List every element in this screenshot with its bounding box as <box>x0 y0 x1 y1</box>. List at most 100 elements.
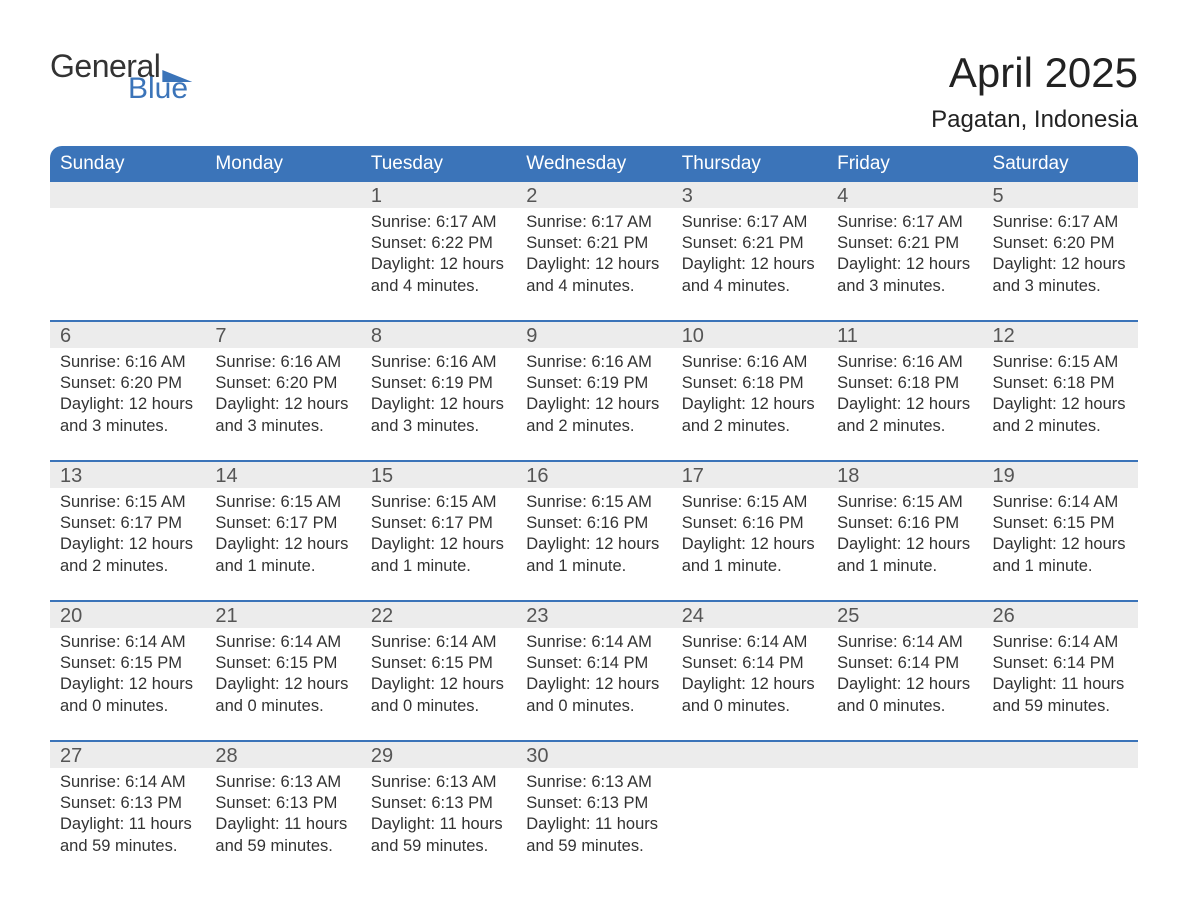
daynum-cell: 6 <box>50 322 205 348</box>
daylight-text: Daylight: 12 hours and 0 minutes. <box>371 674 506 716</box>
sunrise-text: Sunrise: 6:13 AM <box>371 772 506 793</box>
day-number: 21 <box>215 605 237 627</box>
day-cell: Sunrise: 6:16 AMSunset: 6:18 PMDaylight:… <box>672 348 827 460</box>
sunrise-text: Sunrise: 6:16 AM <box>682 352 817 373</box>
daylight-text: Daylight: 12 hours and 2 minutes. <box>682 394 817 436</box>
daynum-cell: 17 <box>672 462 827 488</box>
sunset-text: Sunset: 6:21 PM <box>682 233 817 254</box>
daylight-text: Daylight: 12 hours and 0 minutes. <box>60 674 195 716</box>
day-cell: Sunrise: 6:13 AMSunset: 6:13 PMDaylight:… <box>361 768 516 880</box>
day-header: Tuesday <box>361 146 516 182</box>
daynum-cell: 28 <box>205 742 360 768</box>
daynum-cell: 20 <box>50 602 205 628</box>
daynum-cell: 19 <box>983 462 1138 488</box>
sunrise-text: Sunrise: 6:15 AM <box>993 352 1128 373</box>
daylight-text: Daylight: 11 hours and 59 minutes. <box>993 674 1128 716</box>
daylight-text: Daylight: 12 hours and 2 minutes. <box>993 394 1128 436</box>
sunrise-text: Sunrise: 6:16 AM <box>837 352 972 373</box>
daylight-text: Daylight: 12 hours and 3 minutes. <box>371 394 506 436</box>
location-label: Pagatan, Indonesia <box>931 106 1138 134</box>
day-header: Monday <box>205 146 360 182</box>
day-cell: Sunrise: 6:15 AMSunset: 6:16 PMDaylight:… <box>516 488 671 600</box>
daylight-text: Daylight: 12 hours and 0 minutes. <box>682 674 817 716</box>
daylight-text: Daylight: 11 hours and 59 minutes. <box>526 814 661 856</box>
day-number: 27 <box>60 745 82 767</box>
daynum-cell: 5 <box>983 182 1138 208</box>
daylight-text: Daylight: 12 hours and 3 minutes. <box>215 394 350 436</box>
sunset-text: Sunset: 6:19 PM <box>526 373 661 394</box>
day-number: 7 <box>215 325 226 347</box>
sunset-text: Sunset: 6:20 PM <box>993 233 1128 254</box>
sunrise-text: Sunrise: 6:16 AM <box>60 352 195 373</box>
daynum-cell <box>672 742 827 768</box>
daylight-text: Daylight: 12 hours and 3 minutes. <box>60 394 195 436</box>
daylight-text: Daylight: 12 hours and 3 minutes. <box>837 254 972 296</box>
sunset-text: Sunset: 6:21 PM <box>526 233 661 254</box>
sunrise-text: Sunrise: 6:15 AM <box>526 492 661 513</box>
day-cell: Sunrise: 6:17 AMSunset: 6:22 PMDaylight:… <box>361 208 516 320</box>
day-number: 23 <box>526 605 548 627</box>
day-cell: Sunrise: 6:16 AMSunset: 6:20 PMDaylight:… <box>50 348 205 460</box>
sunset-text: Sunset: 6:20 PM <box>215 373 350 394</box>
day-number: 13 <box>60 465 82 487</box>
daylight-text: Daylight: 12 hours and 0 minutes. <box>526 674 661 716</box>
daynum-cell: 25 <box>827 602 982 628</box>
day-cell: Sunrise: 6:14 AMSunset: 6:14 PMDaylight:… <box>983 628 1138 740</box>
day-number: 29 <box>371 745 393 767</box>
day-cell: Sunrise: 6:15 AMSunset: 6:18 PMDaylight:… <box>983 348 1138 460</box>
daynum-strip: 13141516171819 <box>50 460 1138 488</box>
content-row: Sunrise: 6:14 AMSunset: 6:15 PMDaylight:… <box>50 628 1138 740</box>
sunrise-text: Sunrise: 6:15 AM <box>682 492 817 513</box>
day-cell: Sunrise: 6:15 AMSunset: 6:16 PMDaylight:… <box>827 488 982 600</box>
day-header: Thursday <box>672 146 827 182</box>
day-number: 20 <box>60 605 82 627</box>
daylight-text: Daylight: 12 hours and 4 minutes. <box>526 254 661 296</box>
sunset-text: Sunset: 6:17 PM <box>371 513 506 534</box>
day-number: 1 <box>371 185 382 207</box>
daynum-cell <box>983 742 1138 768</box>
sunset-text: Sunset: 6:18 PM <box>993 373 1128 394</box>
day-number: 6 <box>60 325 71 347</box>
daynum-cell: 12 <box>983 322 1138 348</box>
day-cell <box>827 768 982 880</box>
day-cell: Sunrise: 6:15 AMSunset: 6:17 PMDaylight:… <box>361 488 516 600</box>
daylight-text: Daylight: 11 hours and 59 minutes. <box>371 814 506 856</box>
day-cell: Sunrise: 6:15 AMSunset: 6:17 PMDaylight:… <box>205 488 360 600</box>
day-number: 11 <box>837 325 858 347</box>
day-number: 9 <box>526 325 537 347</box>
sunrise-text: Sunrise: 6:15 AM <box>215 492 350 513</box>
daynum-cell: 1 <box>361 182 516 208</box>
sunset-text: Sunset: 6:13 PM <box>60 793 195 814</box>
daynum-cell: 16 <box>516 462 671 488</box>
day-number: 22 <box>371 605 393 627</box>
calendar-grid: SundayMondayTuesdayWednesdayThursdayFrid… <box>50 146 1138 880</box>
day-number: 15 <box>371 465 393 487</box>
day-cell <box>205 208 360 320</box>
day-cell: Sunrise: 6:15 AMSunset: 6:16 PMDaylight:… <box>672 488 827 600</box>
sunrise-text: Sunrise: 6:17 AM <box>837 212 972 233</box>
sunrise-text: Sunrise: 6:15 AM <box>371 492 506 513</box>
daylight-text: Daylight: 11 hours and 59 minutes. <box>215 814 350 856</box>
sunrise-text: Sunrise: 6:16 AM <box>371 352 506 373</box>
daynum-cell: 14 <box>205 462 360 488</box>
daylight-text: Daylight: 12 hours and 0 minutes. <box>215 674 350 716</box>
day-cell: Sunrise: 6:17 AMSunset: 6:21 PMDaylight:… <box>672 208 827 320</box>
sunrise-text: Sunrise: 6:14 AM <box>60 772 195 793</box>
day-cell: Sunrise: 6:14 AMSunset: 6:15 PMDaylight:… <box>983 488 1138 600</box>
day-cell: Sunrise: 6:14 AMSunset: 6:14 PMDaylight:… <box>827 628 982 740</box>
daynum-cell <box>50 182 205 208</box>
day-cell: Sunrise: 6:16 AMSunset: 6:19 PMDaylight:… <box>516 348 671 460</box>
sunset-text: Sunset: 6:16 PM <box>682 513 817 534</box>
sunset-text: Sunset: 6:14 PM <box>993 653 1128 674</box>
sunset-text: Sunset: 6:16 PM <box>526 513 661 534</box>
day-cell: Sunrise: 6:16 AMSunset: 6:20 PMDaylight:… <box>205 348 360 460</box>
daynum-cell: 2 <box>516 182 671 208</box>
daynum-strip: 12345 <box>50 182 1138 208</box>
sunset-text: Sunset: 6:15 PM <box>993 513 1128 534</box>
day-cell: Sunrise: 6:17 AMSunset: 6:20 PMDaylight:… <box>983 208 1138 320</box>
daylight-text: Daylight: 12 hours and 1 minute. <box>526 534 661 576</box>
day-cell: Sunrise: 6:14 AMSunset: 6:14 PMDaylight:… <box>516 628 671 740</box>
sunrise-text: Sunrise: 6:14 AM <box>682 632 817 653</box>
day-number: 14 <box>215 465 237 487</box>
day-cell: Sunrise: 6:13 AMSunset: 6:13 PMDaylight:… <box>516 768 671 880</box>
